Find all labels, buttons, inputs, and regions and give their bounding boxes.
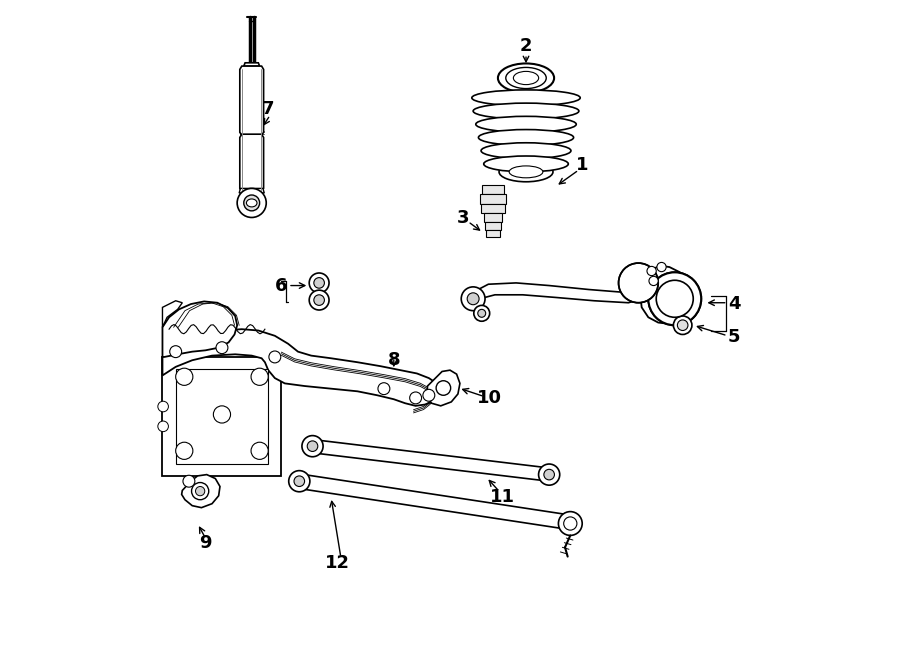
Text: 2: 2 — [520, 37, 532, 56]
Ellipse shape — [472, 90, 580, 106]
Polygon shape — [239, 188, 265, 193]
Text: 4: 4 — [728, 295, 741, 313]
Text: 1: 1 — [576, 156, 589, 175]
Ellipse shape — [498, 63, 554, 93]
Circle shape — [648, 272, 701, 325]
Polygon shape — [641, 266, 696, 324]
Polygon shape — [483, 213, 502, 222]
Circle shape — [656, 280, 693, 317]
Polygon shape — [480, 194, 506, 204]
Circle shape — [656, 280, 693, 317]
Ellipse shape — [483, 156, 568, 172]
Circle shape — [158, 421, 168, 432]
Text: 6: 6 — [275, 276, 288, 295]
Circle shape — [314, 295, 324, 305]
Ellipse shape — [509, 166, 543, 178]
Text: 3: 3 — [457, 209, 470, 227]
Circle shape — [657, 262, 666, 272]
Ellipse shape — [479, 130, 573, 145]
Circle shape — [176, 442, 193, 459]
Circle shape — [310, 273, 329, 293]
Circle shape — [195, 486, 205, 496]
Circle shape — [314, 278, 324, 288]
Circle shape — [176, 368, 193, 385]
Circle shape — [158, 401, 168, 412]
Polygon shape — [485, 222, 501, 230]
Polygon shape — [239, 134, 264, 192]
Ellipse shape — [482, 143, 571, 159]
Circle shape — [251, 442, 268, 459]
Ellipse shape — [476, 116, 576, 132]
Circle shape — [467, 293, 479, 305]
Circle shape — [648, 272, 701, 325]
Polygon shape — [244, 63, 259, 66]
Text: 10: 10 — [477, 389, 502, 407]
Circle shape — [647, 266, 656, 276]
Polygon shape — [298, 474, 570, 529]
Text: 12: 12 — [325, 554, 350, 572]
Circle shape — [294, 476, 304, 486]
Circle shape — [213, 406, 230, 423]
Polygon shape — [239, 66, 264, 136]
Circle shape — [183, 475, 195, 487]
Text: 5: 5 — [728, 328, 741, 346]
Polygon shape — [482, 185, 503, 194]
Ellipse shape — [247, 199, 257, 207]
Text: 11: 11 — [491, 488, 516, 506]
Text: 8: 8 — [388, 351, 400, 369]
Circle shape — [192, 483, 209, 500]
Circle shape — [558, 512, 582, 535]
Circle shape — [170, 346, 182, 358]
Polygon shape — [163, 301, 183, 327]
Circle shape — [244, 195, 259, 211]
Circle shape — [436, 381, 451, 395]
Circle shape — [310, 290, 329, 310]
Circle shape — [678, 320, 688, 330]
Polygon shape — [472, 283, 642, 304]
Circle shape — [378, 383, 390, 395]
Ellipse shape — [513, 71, 539, 85]
Text: 9: 9 — [199, 534, 212, 553]
Circle shape — [269, 351, 281, 363]
Circle shape — [544, 469, 554, 480]
Circle shape — [473, 305, 490, 321]
Circle shape — [410, 392, 421, 404]
Circle shape — [649, 276, 658, 286]
Ellipse shape — [499, 162, 553, 182]
Polygon shape — [182, 475, 220, 508]
Ellipse shape — [473, 103, 579, 119]
Circle shape — [302, 436, 323, 457]
Polygon shape — [482, 204, 505, 213]
Circle shape — [238, 188, 266, 217]
Circle shape — [673, 316, 692, 334]
Circle shape — [478, 309, 486, 317]
Circle shape — [461, 287, 485, 311]
Circle shape — [289, 471, 310, 492]
Polygon shape — [427, 370, 460, 406]
Polygon shape — [163, 357, 282, 476]
Circle shape — [618, 263, 658, 303]
Polygon shape — [163, 329, 440, 406]
Polygon shape — [486, 230, 500, 237]
Polygon shape — [176, 369, 268, 464]
Ellipse shape — [506, 67, 546, 89]
Circle shape — [216, 342, 228, 354]
Circle shape — [538, 464, 560, 485]
Polygon shape — [311, 440, 550, 481]
Text: 7: 7 — [262, 100, 274, 118]
Circle shape — [423, 389, 435, 401]
Circle shape — [307, 441, 318, 451]
Circle shape — [251, 368, 268, 385]
Circle shape — [563, 517, 577, 530]
Polygon shape — [163, 301, 238, 357]
